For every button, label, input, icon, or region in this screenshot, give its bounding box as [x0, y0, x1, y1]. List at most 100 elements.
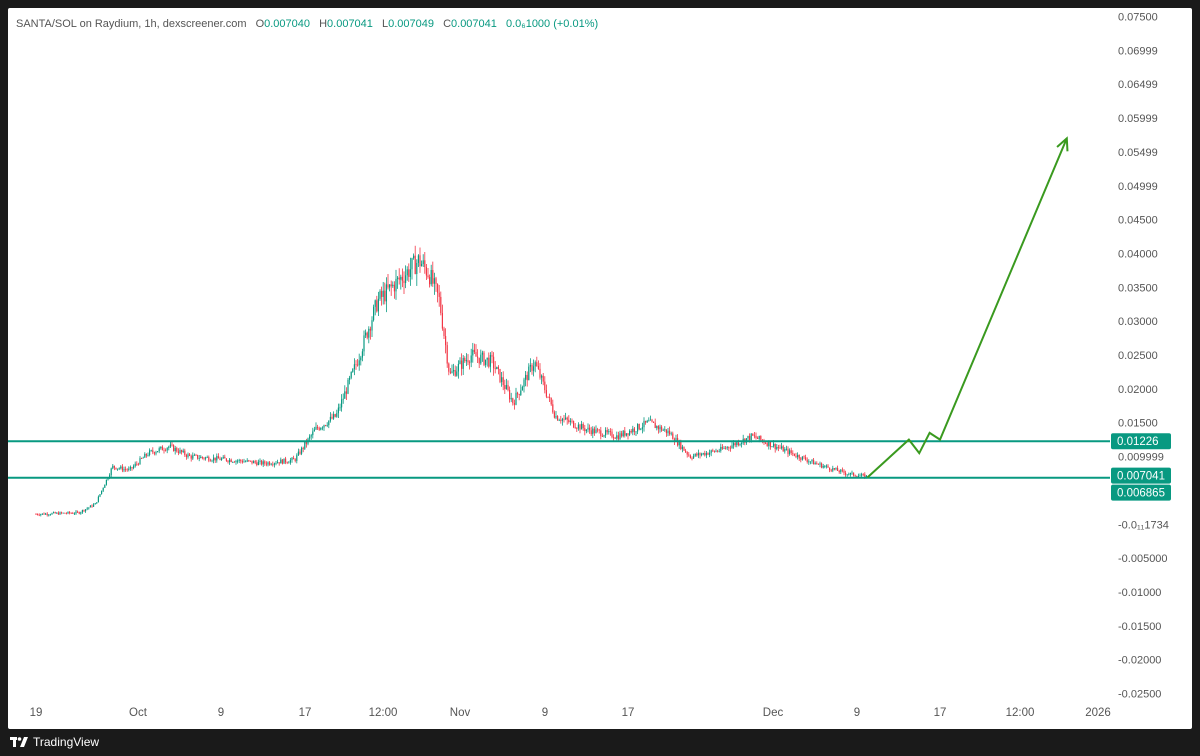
candle-body [710, 450, 712, 453]
candle-body [648, 420, 650, 422]
candle-body [173, 445, 175, 452]
candle-body [566, 417, 568, 420]
candle-body [137, 463, 139, 465]
y-tick-label: 0.02500 [1118, 350, 1158, 362]
candle-body [584, 428, 586, 432]
candle-body [667, 430, 669, 434]
candle-body [437, 283, 439, 293]
candle-body [662, 429, 664, 431]
candle-body [313, 429, 315, 432]
candle-body [773, 443, 775, 447]
candle-body [230, 459, 232, 463]
candle-body [477, 356, 479, 358]
candle-body [48, 514, 50, 516]
y-tick-label: 0.07500 [1118, 12, 1158, 24]
candle-body [369, 328, 371, 331]
candle-body [179, 450, 181, 453]
candle-body [302, 447, 304, 449]
price-badge [1111, 433, 1171, 450]
candle-body [339, 407, 341, 409]
price-badge-label: 0.006865 [1117, 488, 1165, 500]
candle-body [384, 290, 386, 302]
candle-body [641, 427, 643, 429]
candle-body [571, 420, 573, 422]
candle-body [797, 454, 799, 457]
candle-body [51, 513, 53, 515]
tradingview-brand[interactable]: TradingView [10, 735, 99, 749]
candle-body [80, 512, 82, 514]
candle-body [238, 459, 240, 461]
candle-body [801, 456, 803, 460]
candle-body [485, 359, 487, 365]
candle-body [430, 270, 432, 285]
candle-body [825, 465, 827, 467]
candle-body [166, 447, 168, 451]
candle-body [110, 468, 112, 476]
candle-body [697, 452, 699, 456]
candle-body [544, 381, 546, 391]
candle-body [57, 512, 59, 515]
candle-body [520, 390, 522, 395]
y-tick-label: 0.06999 [1118, 45, 1158, 57]
candle-body [176, 448, 178, 452]
candle-body [182, 450, 184, 453]
candle-body [195, 454, 197, 456]
candle-body [337, 407, 339, 414]
candle-body [811, 459, 813, 462]
candle-body [672, 433, 674, 440]
projection-arrow-line[interactable] [866, 137, 1068, 479]
candle-body [769, 441, 771, 447]
candle-body [243, 461, 245, 463]
candle-body [320, 427, 322, 430]
candle-body [857, 475, 859, 477]
candle-body [249, 460, 251, 462]
candle-body [99, 494, 101, 497]
candle-body [377, 298, 379, 312]
candle-body [789, 450, 791, 454]
x-tick-label: 2026 [1085, 707, 1111, 719]
candle-body [478, 357, 480, 364]
candle-body [507, 385, 509, 391]
candle-body [605, 430, 607, 436]
candle-body [529, 364, 531, 367]
candle-body [678, 441, 680, 446]
candle-body [309, 436, 311, 439]
candle-body [494, 368, 496, 370]
candle-body [560, 420, 562, 422]
low-label: L [381, 18, 389, 30]
candle-body [625, 433, 627, 436]
candle-body [147, 455, 149, 456]
candle-body [597, 429, 599, 431]
candle-body [269, 462, 271, 465]
candle-body [128, 468, 130, 471]
candle-body [246, 460, 248, 462]
candle-body [289, 460, 291, 463]
candle-body [613, 437, 615, 439]
candle-body [635, 431, 637, 433]
candle-body [216, 456, 218, 461]
candle-body [486, 357, 488, 360]
candle-body [467, 360, 469, 363]
candle-body [283, 458, 285, 464]
candle-body [837, 467, 839, 471]
candle-body [683, 446, 685, 451]
candle-body [862, 474, 864, 476]
candle-body [619, 433, 621, 440]
candle-body [259, 460, 261, 462]
y-tick-label: 0.03500 [1118, 282, 1158, 294]
candle-body [645, 420, 647, 423]
candle-body [406, 269, 408, 276]
candle-body [713, 450, 715, 452]
candle-body [542, 375, 544, 382]
candle-body [69, 511, 71, 514]
candle-body [41, 513, 43, 515]
candle-body [331, 416, 333, 419]
candle-body [323, 425, 325, 428]
candle-body [859, 475, 861, 477]
candle-body [160, 446, 162, 449]
candle-body [85, 509, 87, 512]
candle-body [792, 452, 794, 454]
candle-body [275, 463, 277, 465]
candle-body [541, 375, 543, 378]
